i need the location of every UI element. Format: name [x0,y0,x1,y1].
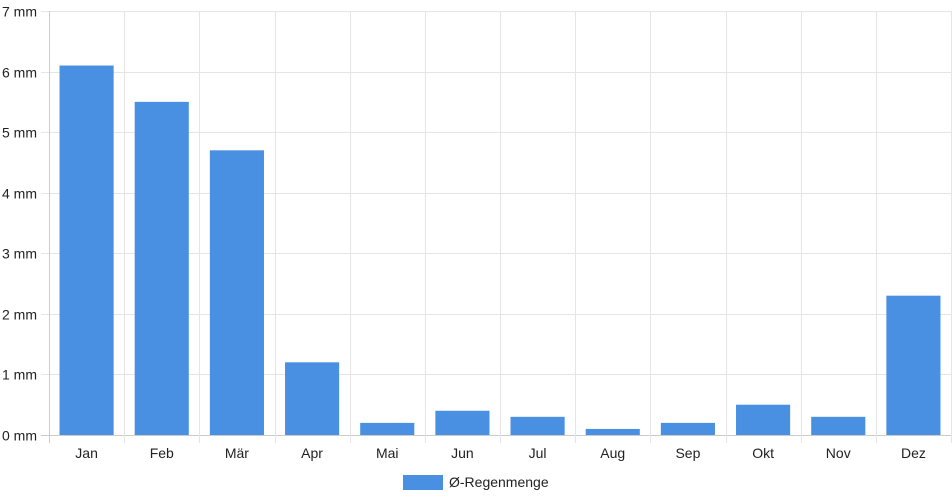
legend-swatch[interactable] [403,475,443,490]
x-axis: Jan Feb Mär Apr Mai Jun Jul Aug Sep Okt Nov Dez [75,445,926,461]
x-tick-label: Jun [451,445,474,461]
bar-sep[interactable] [660,422,715,435]
x-tick-label: Sep [675,445,700,461]
y-tick-label: 2 mm [2,307,37,323]
bar-nov[interactable] [811,416,866,435]
x-tick-label: Feb [150,445,174,461]
bar-dez[interactable] [886,295,941,435]
legend[interactable]: Ø-Regenmenge [403,474,549,490]
bar-apr[interactable] [285,362,340,435]
y-tick-label: 0 mm [2,428,37,444]
x-tick-label: Jan [75,445,98,461]
bar-aug[interactable] [585,428,640,435]
x-tick-label: Mai [376,445,399,461]
y-tick-label: 5 mm [2,125,37,141]
x-tick-label: Dez [901,445,926,461]
bar-okt[interactable] [736,404,791,435]
bar-feb[interactable] [134,101,189,435]
bar-jan[interactable] [59,65,114,435]
y-tick-label: 3 mm [2,246,37,262]
x-tick-label: Mär [225,445,249,461]
bars [59,65,941,436]
y-tick-label: 1 mm [2,367,37,383]
bar-jun[interactable] [435,410,490,435]
x-tick-label: Okt [752,445,774,461]
y-tick-label: 6 mm [2,65,37,81]
x-tick-label: Nov [826,445,851,461]
bar-mai[interactable] [360,422,415,435]
y-tick-label: 7 mm [2,4,37,20]
bar-mär[interactable] [209,150,264,436]
grid [41,11,952,443]
legend-label[interactable]: Ø-Regenmenge [449,474,549,490]
x-tick-label: Jul [529,445,547,461]
y-tick-label: 4 mm [2,186,37,202]
x-tick-label: Aug [600,445,625,461]
bar-jul[interactable] [510,416,565,435]
x-tick-label: Apr [301,445,323,461]
y-axis: 0 mm 1 mm 2 mm 3 mm 4 mm 5 mm 6 mm 7 mm [2,4,37,444]
